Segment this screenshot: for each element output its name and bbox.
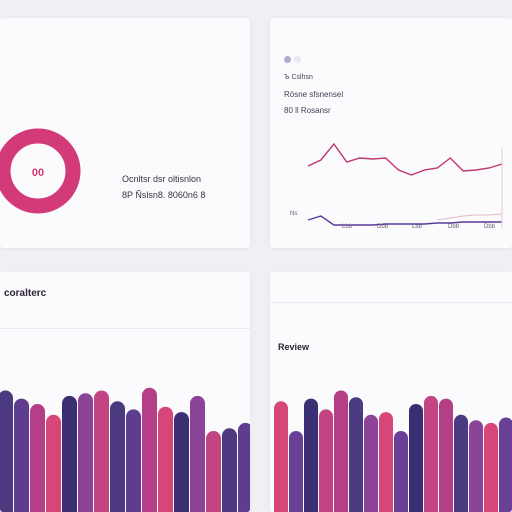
legend-dot-primary[interactable] <box>284 56 291 63</box>
bar <box>30 404 45 512</box>
bar-chart-right <box>274 390 512 512</box>
bar <box>238 422 250 512</box>
series-line-2 <box>307 215 502 226</box>
bar <box>289 431 303 512</box>
donut-card: 00 Ocnltsr dsr oltisnlon 8P Ñslsn8. 8060… <box>0 18 250 248</box>
x-tick: Lbb <box>412 224 423 230</box>
bar <box>142 387 157 512</box>
bar <box>0 390 13 512</box>
bar <box>319 409 333 512</box>
line-subtitle-2: 80 ll Rosansr <box>284 106 331 115</box>
legend-dot-secondary[interactable] <box>294 56 301 63</box>
bar <box>364 414 378 512</box>
bar <box>304 398 318 512</box>
bar <box>94 390 109 512</box>
bar <box>126 409 141 512</box>
bar <box>469 420 483 512</box>
bar <box>78 393 93 512</box>
series-line-1 <box>307 142 503 176</box>
bar <box>499 417 512 512</box>
bar <box>349 397 363 512</box>
bar <box>110 401 125 512</box>
bar <box>222 428 237 512</box>
bars-left-card: coralterc <box>0 272 250 512</box>
bar-chart-left <box>0 387 250 512</box>
bar <box>334 390 348 512</box>
x-tick: Lbb <box>342 224 353 230</box>
bars-right-card: Review <box>270 272 512 512</box>
donut-ring <box>0 128 81 214</box>
divider <box>270 302 512 303</box>
bar <box>454 414 468 512</box>
line-subtitle-1: Rösne sfsnensel <box>284 90 344 99</box>
bar <box>379 412 393 512</box>
divider <box>0 328 250 329</box>
donut-chart <box>0 128 81 214</box>
donut-center-label: 00 <box>31 167 45 179</box>
bar <box>484 422 498 512</box>
bar <box>206 431 221 512</box>
bar <box>424 395 438 512</box>
y-axis-label: Ns <box>290 211 298 217</box>
bar <box>439 398 453 512</box>
section-title: Review <box>278 342 310 352</box>
bar <box>394 431 408 512</box>
bar <box>46 414 61 512</box>
x-tick: Dbb <box>448 224 460 230</box>
bar <box>274 401 288 512</box>
x-tick: Dbb <box>484 224 496 230</box>
legend-dots <box>284 56 301 63</box>
bar <box>174 412 189 512</box>
line-chart <box>307 142 503 228</box>
section-title: coralterc <box>4 288 47 299</box>
line-chart-card: Ъ Cslhsn Rösne sfsnensel 80 ll Rosansr N… <box>270 18 512 248</box>
series-line-3 <box>437 213 503 221</box>
summary-value: 8P Ñslsn8. 8060n6 8 <box>122 190 206 200</box>
bar <box>409 404 423 512</box>
bar <box>190 395 205 512</box>
legend-label: Ъ Cslhsn <box>284 74 313 81</box>
bar <box>14 398 29 512</box>
x-tick: Dbb <box>377 224 389 230</box>
bar <box>62 395 77 512</box>
bar <box>158 406 173 512</box>
summary-title: Ocnltsr dsr oltisnlon <box>122 174 202 184</box>
